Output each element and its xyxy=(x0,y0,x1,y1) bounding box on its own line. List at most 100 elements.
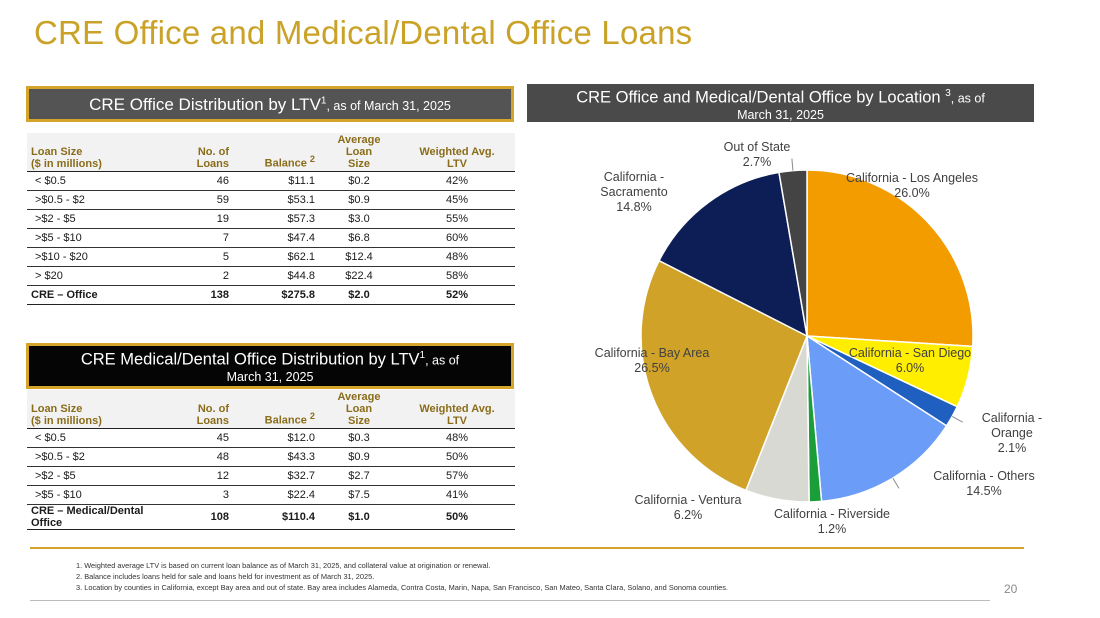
office-ltv-table: Loan Size ($ in millions) No. of Loans Bal… xyxy=(27,133,515,305)
cell-avg: $0.3 xyxy=(319,428,399,448)
total-loans: 138 xyxy=(167,285,233,305)
pie-label-california-bay-area: California - Bay Area 26.5% xyxy=(595,346,710,375)
table-row: >$5 - $10 3 $22.4 $7.5 41% xyxy=(27,485,515,505)
cell-avg: $3.0 xyxy=(319,209,399,229)
cell-size: >$0.5 - $2 xyxy=(27,190,167,210)
table-row: >$2 - $5 19 $57.3 $3.0 55% xyxy=(27,209,515,229)
cell-ltv: 42% xyxy=(399,171,515,191)
cell-ltv: 48% xyxy=(399,428,515,448)
cell-ltv: 60% xyxy=(399,228,515,248)
pie-label-california-riverside: California - Riverside 1.2% xyxy=(774,507,890,536)
cell-loans: 45 xyxy=(167,428,233,448)
col-avg-loan-size: Average Loan Size xyxy=(319,390,399,429)
office-header-date: , as of March 31, 2025 xyxy=(326,99,451,113)
cell-avg: $0.9 xyxy=(319,447,399,467)
cell-balance: $44.8 xyxy=(233,266,319,286)
cell-loans: 59 xyxy=(167,190,233,210)
cell-balance: $11.1 xyxy=(233,171,319,191)
location-pie-chart: California - Los Angeles 26.0% California … xyxy=(595,140,1043,536)
table-row: >$10 - $20 5 $62.1 $12.4 48% xyxy=(27,247,515,267)
cell-avg: $22.4 xyxy=(319,266,399,286)
cell-avg: $6.8 xyxy=(319,228,399,248)
cell-ltv: 50% xyxy=(399,447,515,467)
cell-avg: $0.9 xyxy=(319,190,399,210)
footnote-2: 2. Balance includes loans held for sale … xyxy=(76,572,375,581)
footnote-1: 1. Weighted average LTV is based on curr… xyxy=(76,561,491,570)
col-loan-size: Loan Size ($ in millions) xyxy=(27,390,167,429)
footnote-3: 3. Location by counties in California, e… xyxy=(76,583,728,592)
cell-balance: $62.1 xyxy=(233,247,319,267)
cell-ltv: 57% xyxy=(399,466,515,486)
cell-size: < $0.5 xyxy=(27,171,167,191)
total-size: CRE – Office xyxy=(27,285,167,305)
cell-avg: $0.2 xyxy=(319,171,399,191)
pie-label-california-san-diego: California - San Diego 6.0% xyxy=(849,346,971,375)
cell-ltv: 55% xyxy=(399,209,515,229)
cell-balance: $57.3 xyxy=(233,209,319,229)
pie-slice-california-others xyxy=(806,334,948,503)
cell-balance: $12.0 xyxy=(233,428,319,448)
pie-slice-california-sacramento xyxy=(658,171,808,338)
pie-leader-line xyxy=(791,158,794,171)
pie-label-out-of-state: Out of State 2.7% xyxy=(724,140,791,169)
total-avg: $2.0 xyxy=(319,285,399,305)
cell-size: < $0.5 xyxy=(27,428,167,448)
cell-loans: 2 xyxy=(167,266,233,286)
location-header-date2: March 31, 2025 xyxy=(737,107,824,122)
pie-label-california-sacramento: California -Sacramento 14.8% xyxy=(600,170,667,214)
cell-size: >$2 - $5 xyxy=(27,209,167,229)
office-header-title: CRE Office Distribution by LTV xyxy=(89,95,321,114)
col-balance: Balance 2 xyxy=(233,133,319,172)
cell-size: >$2 - $5 xyxy=(27,466,167,486)
cell-size: >$0.5 - $2 xyxy=(27,447,167,467)
total-ltv: 52% xyxy=(399,285,515,305)
cell-loans: 7 xyxy=(167,228,233,248)
pie-leader-line xyxy=(951,415,963,423)
pie-slice-california-bay-area xyxy=(640,259,808,492)
total-ltv: 50% xyxy=(399,504,515,530)
cell-ltv: 45% xyxy=(399,190,515,210)
cell-avg: $7.5 xyxy=(319,485,399,505)
total-size: CRE – Medical/Dental Office xyxy=(27,504,167,530)
cell-loans: 5 xyxy=(167,247,233,267)
col-weighted-ltv: Weighted Avg. LTV xyxy=(399,390,515,429)
cell-avg: $2.7 xyxy=(319,466,399,486)
cell-balance: $43.3 xyxy=(233,447,319,467)
medical-header-date: , as of xyxy=(425,353,460,368)
table-row: < $0.5 46 $11.1 $0.2 42% xyxy=(27,171,515,191)
table-row: >$2 - $5 12 $32.7 $2.7 57% xyxy=(27,466,515,486)
col-num-loans: No. of Loans xyxy=(167,390,233,429)
cell-balance: $22.4 xyxy=(233,485,319,505)
table-row: >$5 - $10 7 $47.4 $6.8 60% xyxy=(27,228,515,248)
pie-leader-line xyxy=(892,477,900,489)
page-number: 20 xyxy=(1004,582,1018,596)
cell-loans: 48 xyxy=(167,447,233,467)
cell-loans: 46 xyxy=(167,171,233,191)
pie-label-california-ventura: California - Ventura 6.2% xyxy=(634,493,741,522)
total-avg: $1.0 xyxy=(319,504,399,530)
page-title: CRE Office and Medical/Dental Office Loa… xyxy=(34,14,693,51)
table-total-row: CRE – Medical/Dental Office 108 $110.4 $1.0… xyxy=(27,504,515,530)
medical-header-sup: 1 xyxy=(419,350,426,361)
cell-ltv: 41% xyxy=(399,485,515,505)
col-num-loans: No. of Loans xyxy=(167,133,233,172)
office-header-sup: 1 xyxy=(320,95,327,107)
cell-avg: $12.4 xyxy=(319,247,399,267)
pie-label-california-others: California - Others 14.5% xyxy=(933,469,1034,498)
cell-size: >$5 - $10 xyxy=(27,485,167,505)
col-loan-size: Loan Size ($ in millions) xyxy=(27,133,167,172)
location-header: CRE Office and Medical/Dental Office by … xyxy=(527,84,1034,122)
table-row: >$0.5 - $2 48 $43.3 $0.9 50% xyxy=(27,447,515,467)
cell-size: >$10 - $20 xyxy=(27,247,167,267)
cell-loans: 12 xyxy=(167,466,233,486)
medical-header-title: CRE Medical/Dental Office Distribution b… xyxy=(80,350,420,369)
pie-label-california-los-angeles: California - Los Angeles 26.0% xyxy=(846,171,978,200)
table-row: >$0.5 - $2 59 $53.1 $0.9 45% xyxy=(27,190,515,210)
cell-balance: $53.1 xyxy=(233,190,319,210)
footnotes: 1. Weighted average LTV is based on curr… xyxy=(76,560,728,593)
office-ltv-header: CRE Office Distribution by LTV1, as of M… xyxy=(26,86,514,122)
total-balance: $275.8 xyxy=(233,285,319,305)
total-balance: $110.4 xyxy=(233,504,319,530)
medical-ltv-table: Loan Size ($ in millions) No. of Loans Bal… xyxy=(27,390,515,530)
pie-label-california-orange: California -Orange 2.1% xyxy=(982,411,1042,455)
